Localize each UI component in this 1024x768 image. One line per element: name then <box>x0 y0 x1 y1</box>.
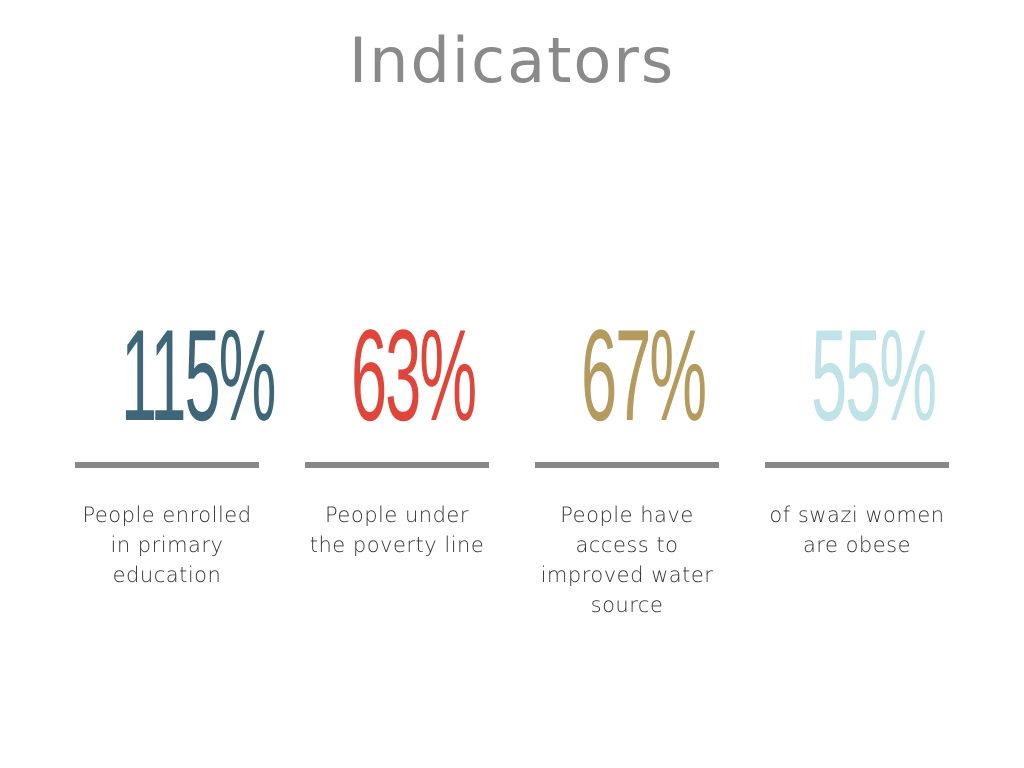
indicator-value: 55% <box>811 302 937 448</box>
indicator-value: 115% <box>121 302 276 448</box>
indicator-divider <box>305 462 489 468</box>
indicator-label: of swazi women are obese <box>769 503 945 557</box>
indicator-poverty-line: 63% People under the poverty line <box>305 305 489 560</box>
indicator-divider <box>535 462 719 468</box>
indicator-label: People under the poverty line <box>309 503 485 557</box>
indicator-obesity: 55% of swazi women are obese <box>765 305 949 560</box>
indicator-divider <box>765 462 949 468</box>
indicator-value: 63% <box>351 302 477 448</box>
indicator-primary-education: 115% People enrolled in primary educatio… <box>75 302 276 590</box>
indicator-label: People enrolled in primary education <box>82 503 252 587</box>
indicator-water-source: 67% People have access to improved water… <box>535 305 719 620</box>
indicator-divider <box>75 462 259 468</box>
slide-title: Indicators <box>348 24 676 97</box>
indicator-value: 67% <box>581 302 707 448</box>
indicator-label: People have access to improved water sou… <box>540 503 714 617</box>
